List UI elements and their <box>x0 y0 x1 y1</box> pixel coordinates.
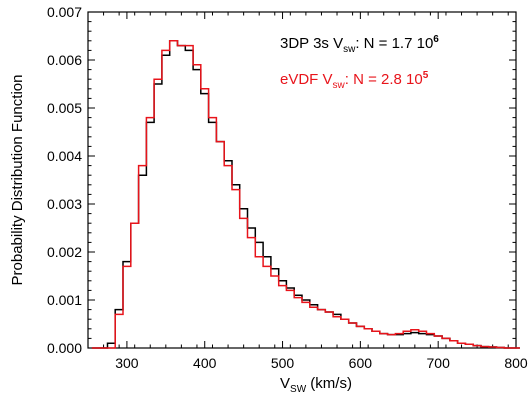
y-tick-label: 0.006 <box>47 52 82 68</box>
series-group <box>91 40 520 349</box>
series-evdf-line <box>91 40 520 349</box>
legend-entry-3dp: 3DP 3s Vsw: N = 1.7 106 <box>280 34 439 55</box>
x-tick-label: 500 <box>271 355 295 371</box>
y-tick-label: 0.002 <box>47 244 82 260</box>
y-tick-label: 0.007 <box>47 4 82 20</box>
x-tick-label: 800 <box>504 355 528 371</box>
x-tick-label: 600 <box>349 355 373 371</box>
y-tick-label: 0.003 <box>47 196 82 212</box>
x-tick-label: 300 <box>115 355 139 371</box>
y-tick-label: 0.004 <box>47 148 82 164</box>
x-tick-label: 700 <box>427 355 451 371</box>
x-tick-label: 400 <box>193 355 217 371</box>
x-axis-ticks: 300 400 500 600 700 800 <box>87 12 528 371</box>
y-axis-ticks: 0.000 0.001 0.002 0.003 0.004 0.005 0.006 0.007 <box>47 4 516 356</box>
y-tick-label: 0.001 <box>47 292 82 308</box>
plot-frame <box>87 11 517 349</box>
legend-entry-evdf: eVDF Vsw: N = 2.8 105 <box>280 70 429 91</box>
y-tick-label: 0.000 <box>47 340 82 356</box>
y-tick-label: 0.005 <box>47 100 82 116</box>
x-axis-title: VSW (km/s) <box>280 375 352 395</box>
y-axis-title: Probability Distribution Function <box>9 75 26 286</box>
